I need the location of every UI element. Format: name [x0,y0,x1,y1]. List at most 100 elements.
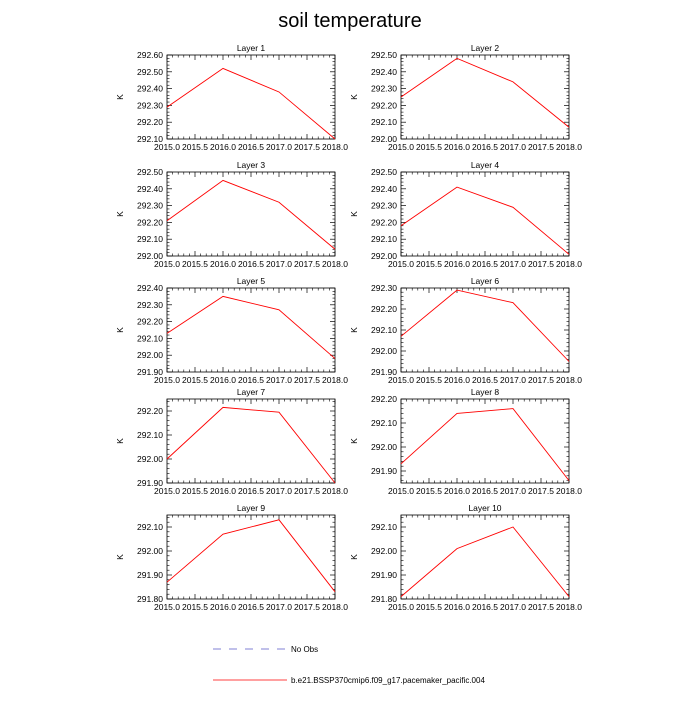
y-tick-label: 291.90 [371,466,397,476]
x-tick-label: 2017.0 [266,375,292,385]
model-series-line [166,67,336,140]
y-tick-label: 291.90 [137,570,163,580]
y-tick-label: 292.30 [371,201,397,211]
x-tick-label: 2015.5 [416,375,442,385]
y-tick-label: 292.00 [371,346,397,356]
plot-frame [166,514,336,600]
panel-title: Layer 10 [468,503,501,513]
y-tick-label: 291.80 [137,594,163,604]
x-tick-label: 2018.0 [322,259,348,269]
x-tick-label: 2015.5 [182,375,208,385]
x-tick-label: 2016.0 [210,259,236,269]
x-tick-label: 2017.5 [294,142,320,152]
y-tick-label: 292.20 [371,217,397,227]
panel-title: Layer 4 [471,160,500,170]
y-tick-label: 292.00 [371,546,397,556]
x-tick-label: 2016.5 [472,142,498,152]
panel-title: Layer 9 [237,503,266,513]
y-axis-label: K [349,327,359,333]
y-tick-label: 292.10 [371,418,397,428]
x-tick-label: 2016.5 [238,259,264,269]
model-series-line [400,289,570,362]
y-axis-label: K [115,327,125,333]
y-tick-label: 292.20 [371,394,397,404]
x-tick-label: 2015.0 [388,142,414,152]
x-tick-label: 2018.0 [556,142,582,152]
x-tick-label: 2016.5 [238,602,264,612]
plot-frame [166,287,336,373]
x-tick-label: 2016.0 [444,375,470,385]
x-tick-label: 2017.5 [294,375,320,385]
x-tick-label: 2015.5 [182,486,208,496]
panel-title: Layer 2 [471,43,500,53]
x-tick-label: 2015.0 [154,142,180,152]
y-tick-label: 292.00 [371,442,397,452]
plot-frame [400,171,570,257]
plot-frame [166,54,336,140]
y-tick-label: 292.00 [137,546,163,556]
x-tick-label: 2016.0 [444,142,470,152]
x-tick-label: 2018.0 [556,259,582,269]
x-tick-label: 2016.5 [472,486,498,496]
x-tick-label: 2015.0 [154,602,180,612]
x-tick-label: 2016.5 [472,602,498,612]
x-tick-label: 2015.5 [182,259,208,269]
y-axis-label: K [349,438,359,444]
x-tick-label: 2018.0 [556,486,582,496]
y-axis-label: K [115,211,125,217]
x-tick-label: 2017.0 [500,375,526,385]
plot-frame [400,287,570,373]
x-tick-label: 2015.0 [388,486,414,496]
model-series-line [166,406,336,484]
x-tick-label: 2015.5 [416,602,442,612]
y-tick-label: 292.30 [137,201,163,211]
y-tick-label: 292.10 [137,134,163,144]
panel-title: Layer 6 [471,276,500,286]
x-tick-label: 2016.0 [210,142,236,152]
x-tick-label: 2018.0 [556,602,582,612]
y-axis-label: K [115,438,125,444]
y-tick-label: 292.30 [371,283,397,293]
x-tick-label: 2015.5 [182,602,208,612]
panel-title: Layer 3 [237,160,266,170]
x-tick-label: 2015.0 [388,259,414,269]
y-tick-label: 292.50 [371,167,397,177]
y-tick-label: 292.10 [371,234,397,244]
model-series-line [400,408,570,481]
y-tick-label: 292.00 [137,350,163,360]
x-tick-label: 2017.0 [500,602,526,612]
model-series-line [166,179,336,250]
x-tick-label: 2017.5 [294,602,320,612]
x-tick-label: 2018.0 [322,142,348,152]
legend-obs-label: No Obs [291,645,318,654]
y-axis-label: K [349,94,359,100]
y-tick-label: 292.10 [137,430,163,440]
x-tick-label: 2015.0 [388,602,414,612]
y-tick-label: 292.50 [137,67,163,77]
y-tick-label: 292.20 [371,100,397,110]
y-tick-label: 292.10 [371,325,397,335]
x-tick-label: 2017.5 [528,486,554,496]
y-tick-label: 292.10 [137,522,163,532]
y-tick-label: 292.20 [371,304,397,314]
y-tick-label: 291.90 [371,367,397,377]
y-tick-label: 292.40 [137,84,163,94]
y-tick-label: 292.40 [371,67,397,77]
y-tick-label: 292.10 [137,333,163,343]
x-tick-label: 2017.0 [266,486,292,496]
y-axis-label: K [115,94,125,100]
x-tick-label: 2016.0 [210,375,236,385]
x-tick-label: 2016.5 [472,259,498,269]
x-tick-label: 2015.0 [154,259,180,269]
x-tick-label: 2017.0 [500,259,526,269]
x-tick-label: 2017.0 [266,602,292,612]
x-tick-label: 2015.0 [154,375,180,385]
